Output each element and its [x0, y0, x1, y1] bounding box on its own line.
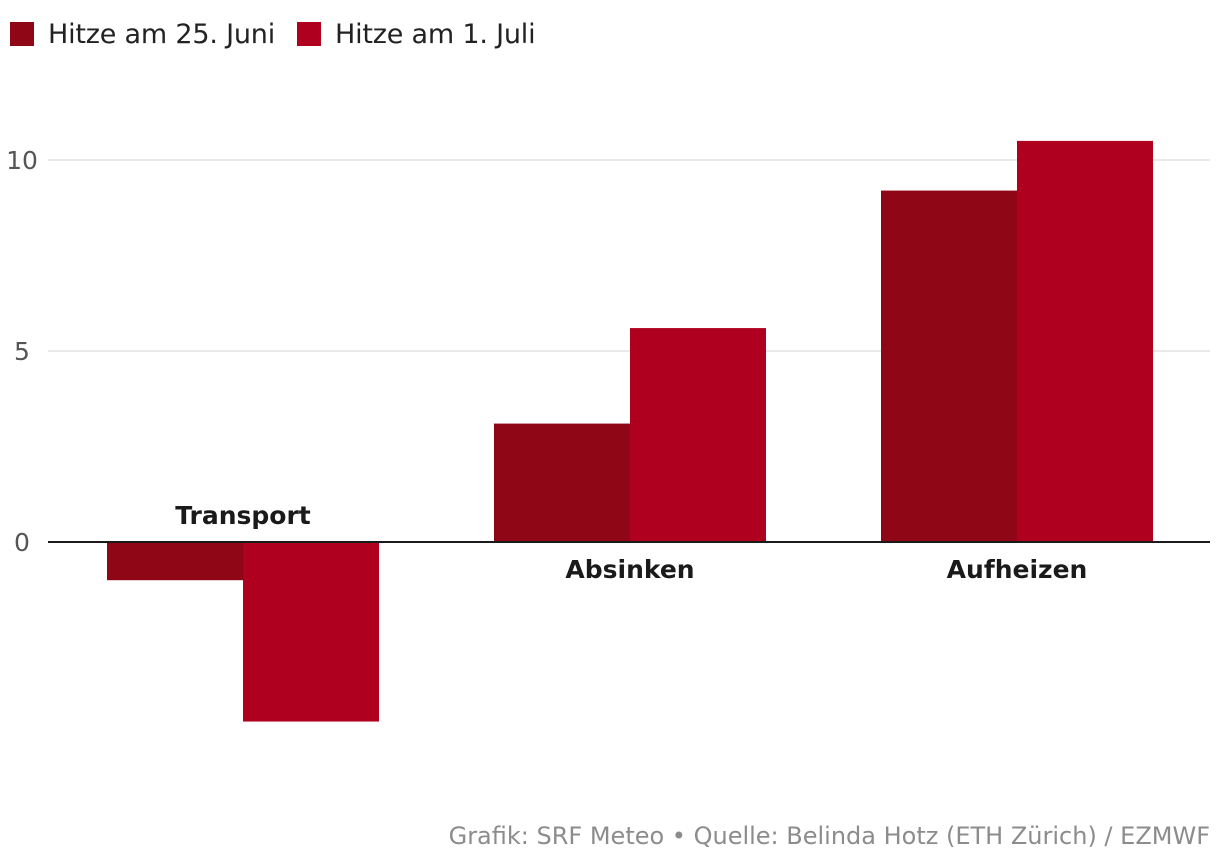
bar-aufheizen-series-1	[881, 190, 1017, 542]
bar-absinken-series-2	[630, 328, 766, 542]
legend-swatch-series-1	[10, 22, 34, 46]
legend-item-series-1: Hitze am 25. Juni	[10, 19, 275, 50]
category-label-transport: Transport	[175, 501, 311, 530]
legend-label-series-1: Hitze am 25. Juni	[48, 18, 275, 50]
bar-absinken-series-1	[494, 423, 630, 542]
chart-legend: Hitze am 25. Juni Hitze am 1. Juli	[10, 16, 557, 52]
y-tick-label-10: 10	[6, 146, 38, 175]
source-note: Grafik: SRF Meteo • Quelle: Belinda Hotz…	[448, 822, 1210, 850]
y-tick-label-5: 5	[14, 337, 30, 366]
legend-swatch-series-2	[297, 22, 321, 46]
bar-transport-series-1	[107, 542, 243, 581]
legend-label-series-2: Hitze am 1. Juli	[335, 18, 536, 50]
bar-transport-series-2	[243, 542, 379, 722]
category-label-aufheizen: Aufheizen	[947, 555, 1088, 584]
category-label-absinken: Absinken	[565, 555, 694, 584]
y-tick-label-0: 0	[14, 528, 30, 557]
legend-item-series-2: Hitze am 1. Juli	[297, 18, 536, 50]
bar-aufheizen-series-2	[1017, 140, 1153, 542]
